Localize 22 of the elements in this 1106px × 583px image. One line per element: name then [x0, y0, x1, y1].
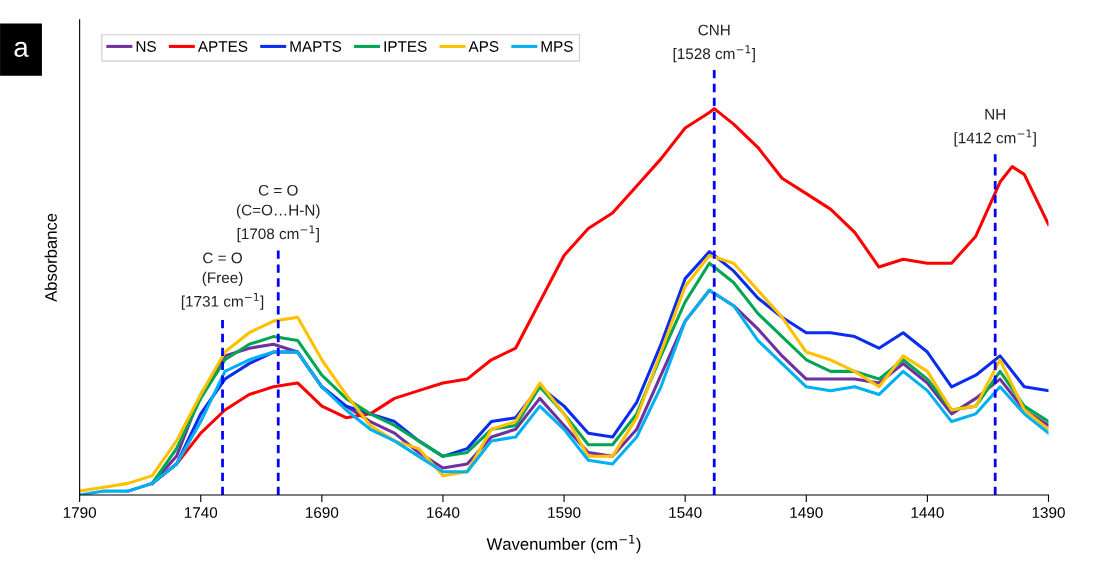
x-tick-label: 1640	[427, 507, 460, 518]
ref-line-label: C = O (C=O…H-N) [1708 cm$^{−1}$]	[236, 184, 320, 243]
x-tick-label: 1590	[548, 507, 581, 518]
ref-line-label: C = O (Free) [1731 cm$^{−1}$]	[181, 252, 264, 310]
y-axis-title: Absorbance	[44, 213, 57, 302]
text: a	[14, 41, 29, 58]
legend-label: IPTES	[384, 41, 427, 52]
ref-line-label: NH [1412 cm$^{−1}$]	[954, 109, 1036, 147]
x-tick-label: 1690	[306, 507, 339, 518]
x-tick-label: 1740	[184, 507, 218, 518]
legend-label: APS	[468, 41, 499, 52]
legend-label: MPS	[541, 41, 573, 52]
ref-line-label: CNH [1528 cm$^{−1}$]	[673, 24, 755, 63]
x-tick-label: 1540	[669, 507, 702, 518]
legend-label: APTES	[197, 41, 248, 52]
x-tick-label: 1390	[1032, 507, 1065, 518]
legend-label: NS	[136, 41, 156, 52]
legend-label: MAPTS	[290, 41, 342, 52]
x-tick-label: 1490	[790, 507, 823, 518]
x-axis-title: Wavenumber (cm$^{−1}$)	[486, 534, 641, 554]
x-tick-label: 1790	[63, 507, 97, 518]
x-tick-label: 1440	[911, 507, 944, 518]
